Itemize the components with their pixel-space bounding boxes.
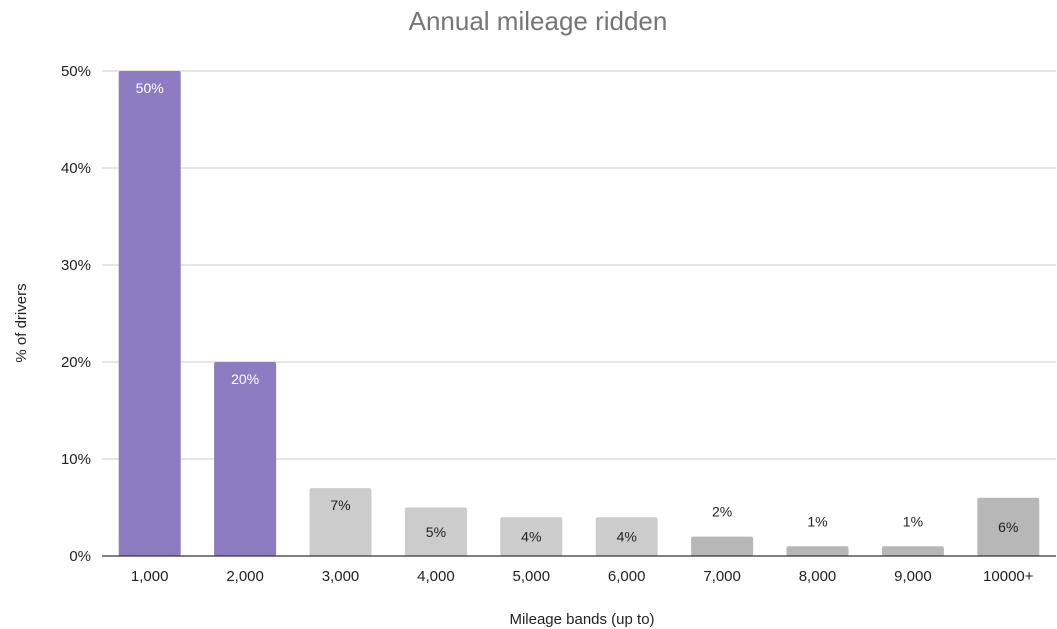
x-tick-label: 9,000 [894,568,932,585]
x-tick-label: 8,000 [799,568,837,585]
bars [118,71,1040,556]
y-tick-label: 50% [61,63,91,80]
data-label: 1% [903,513,923,529]
x-tick-label: 10000+ [983,568,1034,585]
x-tick-label: 4,000 [417,568,455,585]
y-tick-label: 10% [61,451,91,468]
y-tick-label: 40% [61,160,91,177]
data-label: 1% [807,513,827,529]
x-tick-label: 2,000 [226,568,264,585]
bar [118,71,181,556]
data-label: 5% [426,524,446,540]
x-tick-label: 7,000 [703,568,741,585]
data-label: 4% [617,529,637,545]
bar [500,517,563,556]
y-tick-label: 20% [61,354,91,371]
bar [881,546,944,556]
bar [977,497,1040,556]
x-tick-label: 3,000 [322,568,360,585]
bar [309,488,372,556]
x-tick-label: 5,000 [513,568,551,585]
bar [404,507,467,556]
y-axis-title: % of drivers [13,283,30,362]
data-label: 7% [330,497,350,513]
data-label: 20% [231,371,259,387]
x-tick-label: 1,000 [131,568,169,585]
chart-title: Annual mileage ridden [409,6,668,36]
data-label: 6% [998,519,1018,535]
x-axis-title: Mileage bands (up to) [509,611,654,628]
y-tick-label: 30% [61,257,91,274]
x-tick-label: 6,000 [608,568,646,585]
bar [691,536,754,556]
x-axis-ticks: 1,000 2,000 3,000 4,000 5,000 6,000 7,000 8,000… [131,568,1034,585]
y-axis-ticks: 0% 10% 20% 30% 40% 50% [61,63,91,565]
bar [595,517,658,556]
data-label: 4% [521,529,541,545]
bar [214,362,277,556]
bar [786,546,849,556]
y-tick-label: 0% [69,548,91,565]
data-label: 50% [136,80,164,96]
data-labels: 50% 20% 7% 5% 4% 4% 2% 1% 1% 6% [136,80,1019,545]
data-label: 2% [712,504,732,520]
